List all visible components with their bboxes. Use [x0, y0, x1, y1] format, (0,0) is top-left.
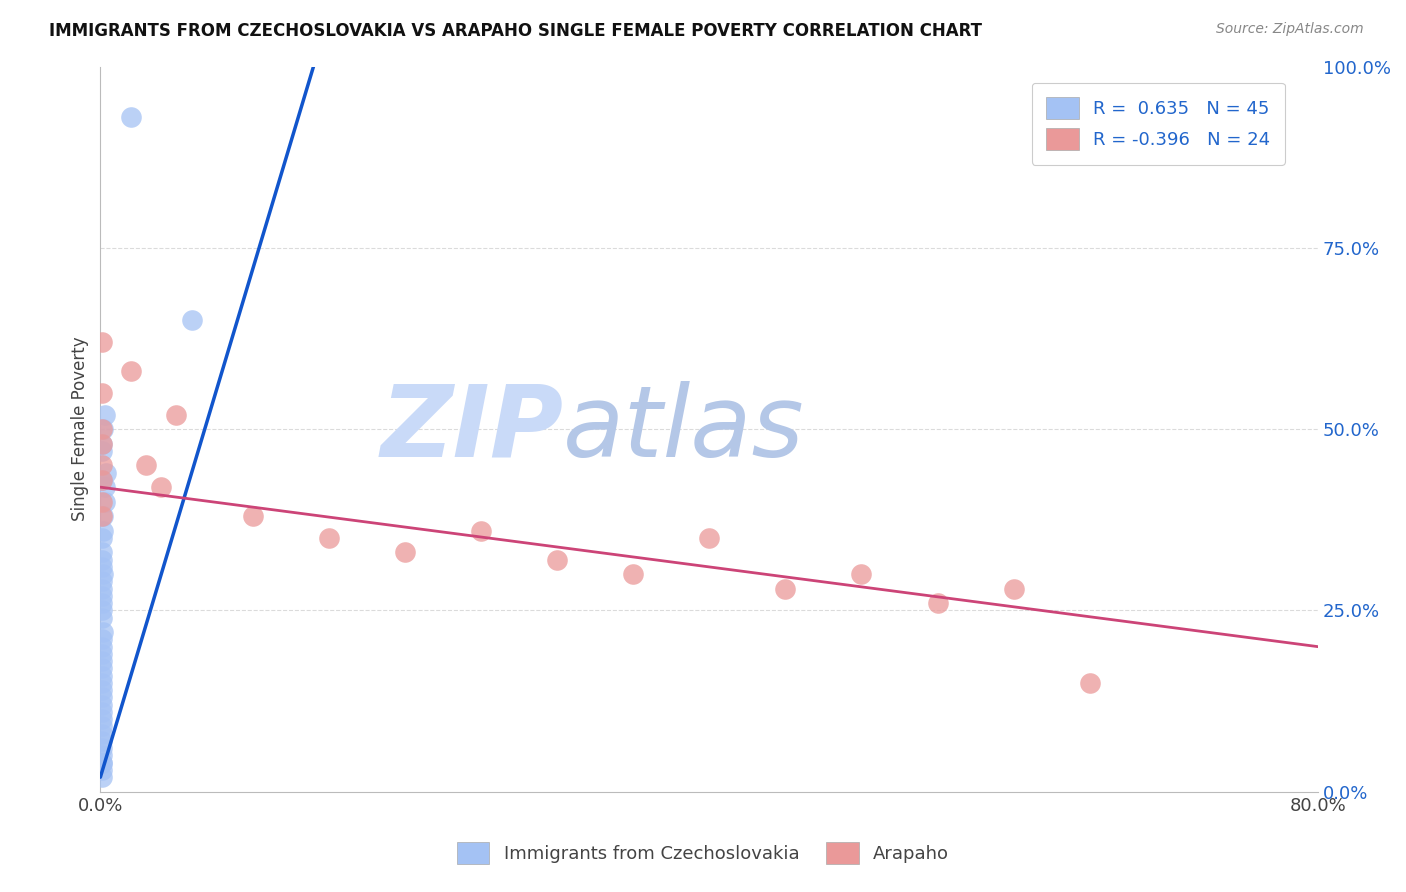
Point	[90, 727, 112, 741]
Point	[166, 408, 188, 422]
Legend: R =  0.635   N = 45, R = -0.396   N = 24: R = 0.635 N = 45, R = -0.396 N = 24	[1032, 83, 1285, 165]
Point	[93, 567, 115, 582]
Point	[93, 625, 115, 640]
Point	[90, 589, 112, 603]
Point	[180, 313, 202, 327]
Point	[90, 473, 112, 487]
Point	[90, 458, 112, 473]
Point	[90, 422, 112, 436]
Point	[90, 668, 112, 682]
Point	[90, 552, 112, 566]
Legend: Immigrants from Czechoslovakia, Arapaho: Immigrants from Czechoslovakia, Arapaho	[443, 828, 963, 879]
Point	[775, 582, 797, 596]
Point	[90, 770, 112, 784]
Point	[120, 364, 142, 378]
Point	[90, 712, 112, 726]
Point	[90, 683, 112, 698]
Point	[546, 552, 568, 566]
Point	[90, 560, 112, 574]
Point	[90, 719, 112, 733]
Point	[851, 567, 873, 582]
Text: atlas: atlas	[564, 381, 804, 477]
Point	[90, 741, 112, 756]
Point	[697, 531, 720, 545]
Point	[90, 436, 112, 450]
Point	[94, 494, 117, 508]
Text: IMMIGRANTS FROM CZECHOSLOVAKIA VS ARAPAHO SINGLE FEMALE POVERTY CORRELATION CHAR: IMMIGRANTS FROM CZECHOSLOVAKIA VS ARAPAH…	[49, 22, 983, 40]
Point	[93, 509, 115, 524]
Point	[90, 748, 112, 763]
Point	[90, 335, 112, 350]
Point	[318, 531, 340, 545]
Point	[94, 408, 117, 422]
Point	[93, 524, 115, 538]
Point	[93, 422, 115, 436]
Point	[90, 603, 112, 617]
Point	[1002, 582, 1025, 596]
Point	[90, 705, 112, 719]
Point	[96, 466, 118, 480]
Point	[90, 582, 112, 596]
Point	[242, 509, 264, 524]
Point	[120, 111, 142, 125]
Point	[90, 698, 112, 712]
Point	[394, 545, 416, 559]
Point	[1078, 676, 1101, 690]
Point	[150, 480, 173, 494]
Point	[90, 690, 112, 705]
Point	[90, 436, 112, 450]
Point	[90, 494, 112, 508]
Point	[90, 661, 112, 675]
Point	[90, 734, 112, 748]
Text: ZIP: ZIP	[380, 381, 564, 477]
Point	[470, 524, 492, 538]
Point	[621, 567, 644, 582]
Text: Source: ZipAtlas.com: Source: ZipAtlas.com	[1216, 22, 1364, 37]
Point	[135, 458, 157, 473]
Point	[90, 632, 112, 647]
Point	[90, 473, 112, 487]
Point	[90, 385, 112, 400]
Point	[90, 545, 112, 559]
Point	[90, 596, 112, 610]
Point	[90, 756, 112, 770]
Point	[90, 610, 112, 624]
Point	[90, 531, 112, 545]
Point	[90, 443, 112, 458]
Point	[90, 756, 112, 770]
Point	[90, 647, 112, 661]
Y-axis label: Single Female Poverty: Single Female Poverty	[72, 337, 89, 522]
Point	[90, 763, 112, 777]
Point	[927, 596, 949, 610]
Point	[94, 480, 117, 494]
Point	[90, 640, 112, 654]
Point	[90, 676, 112, 690]
Point	[90, 509, 112, 524]
Point	[90, 574, 112, 589]
Point	[90, 654, 112, 668]
